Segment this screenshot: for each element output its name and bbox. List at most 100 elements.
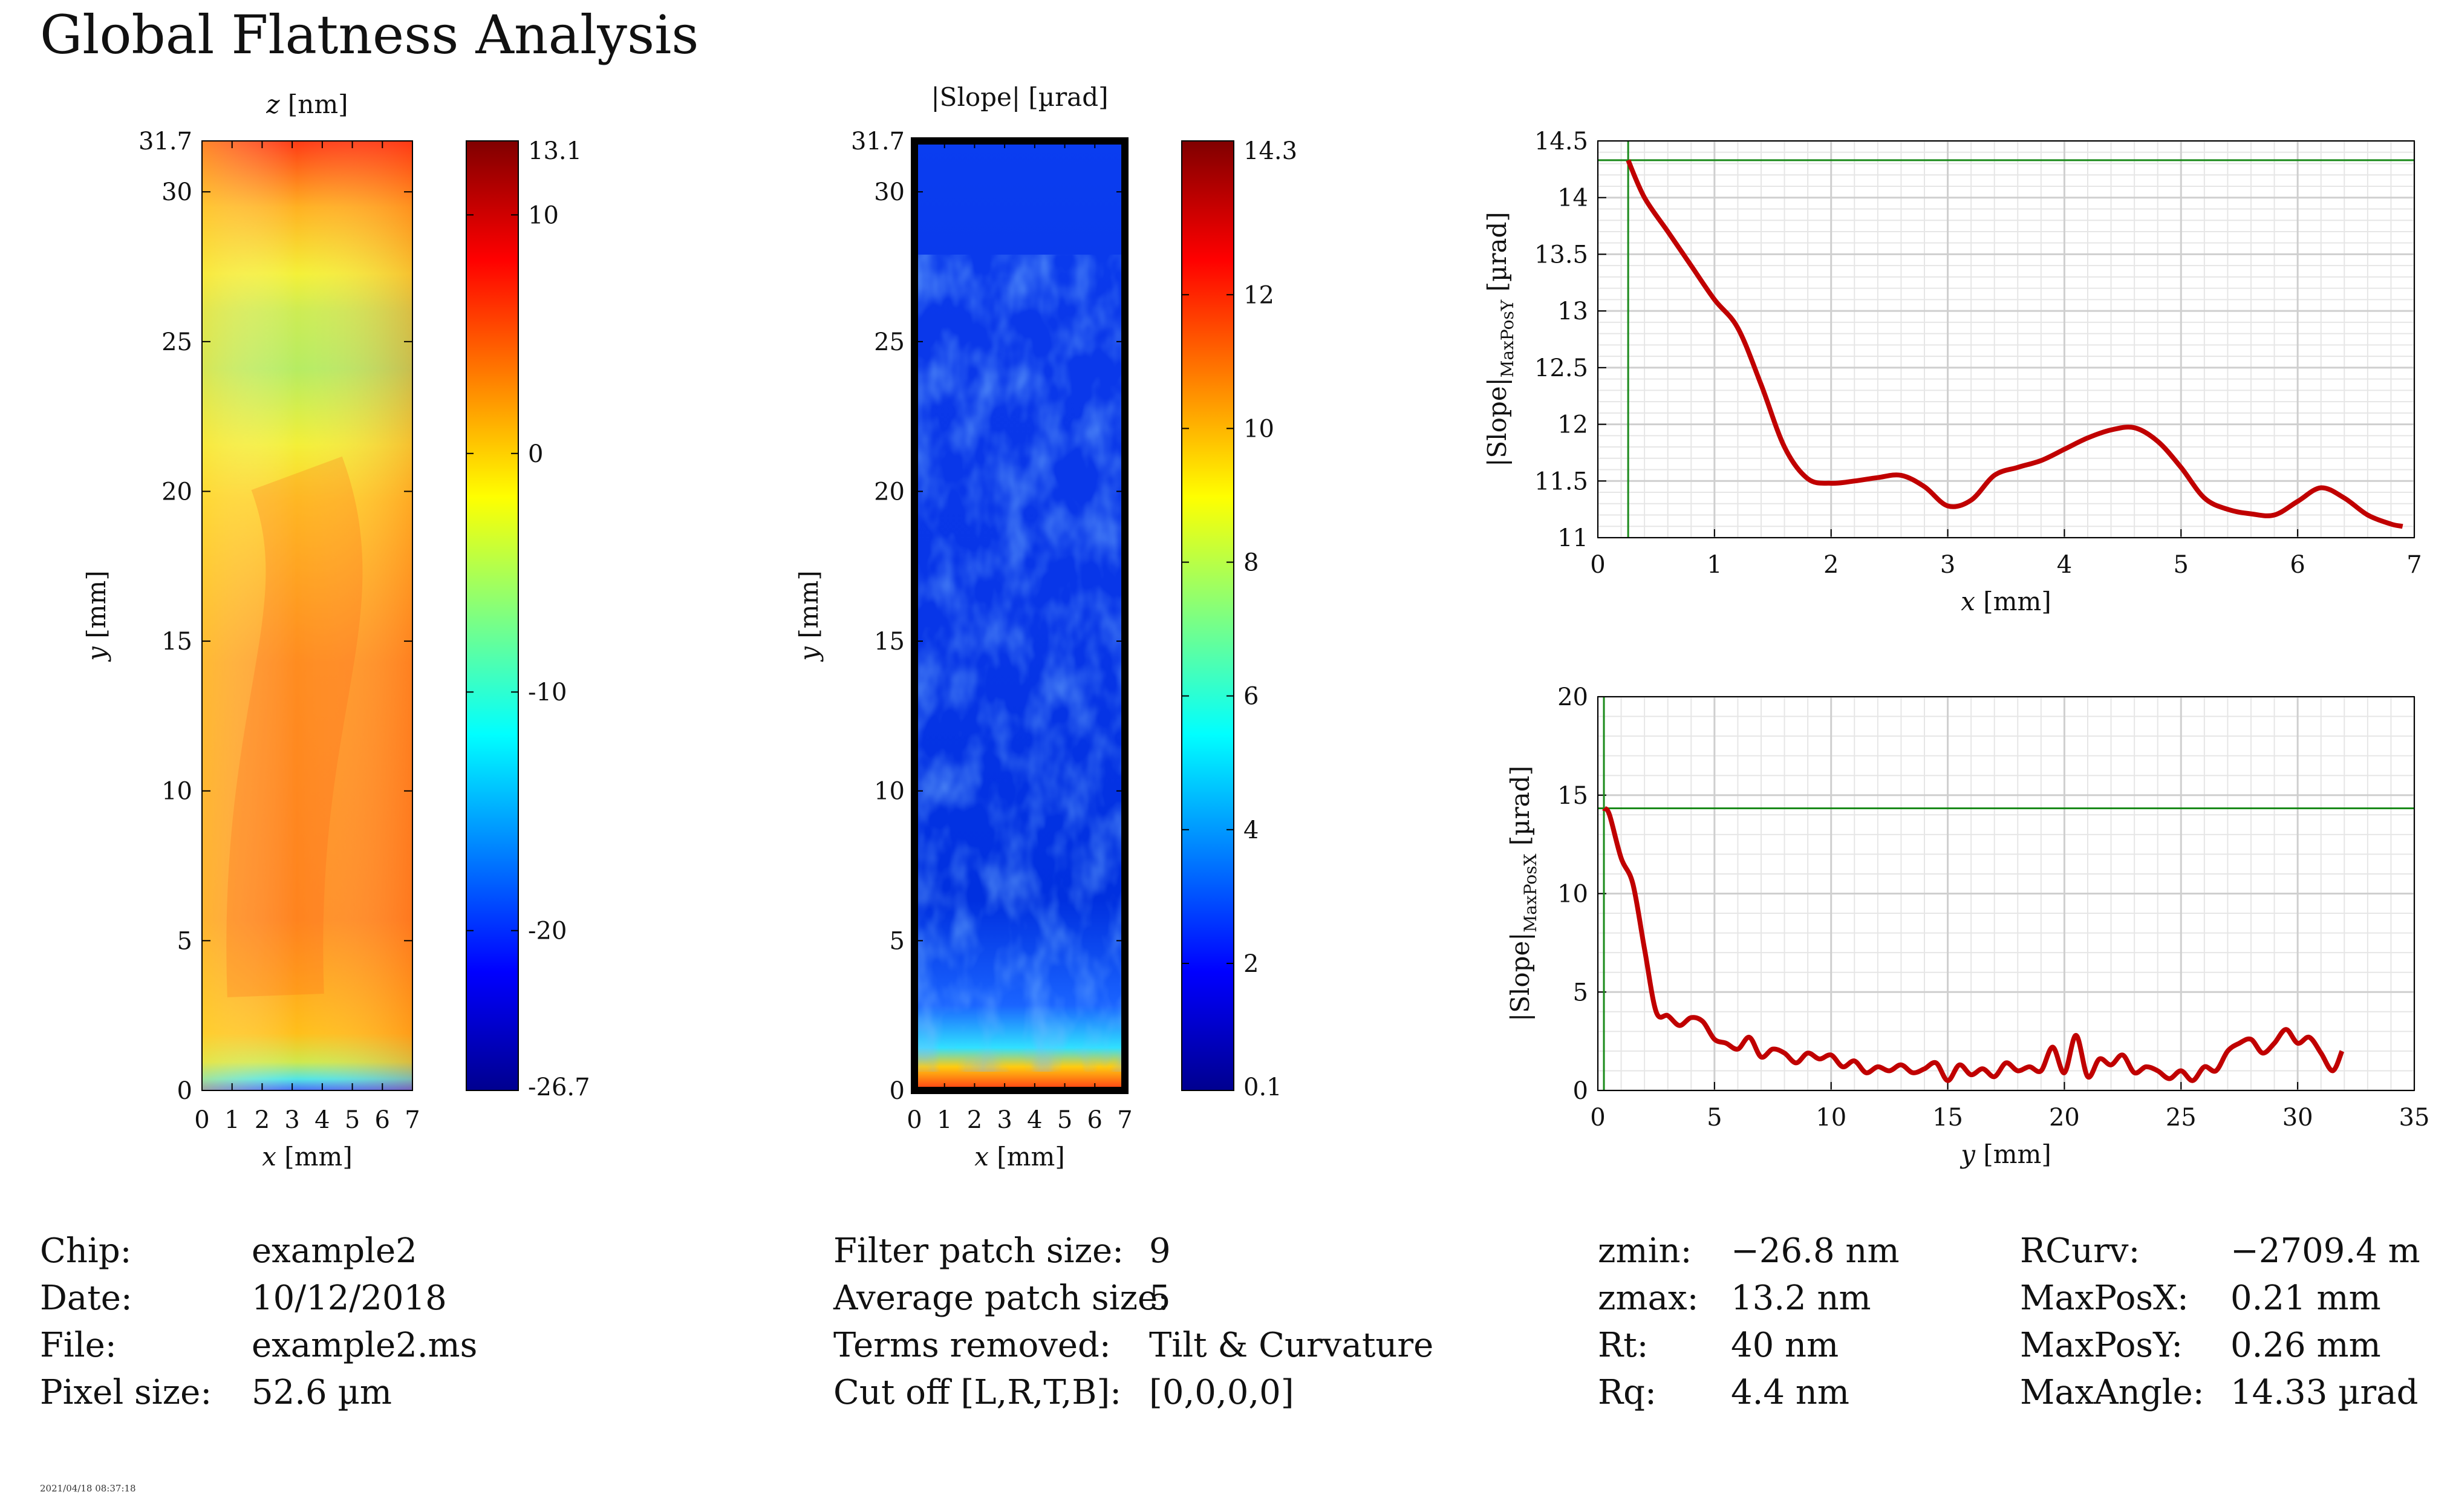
colorbar-tick-label: 8 — [1243, 549, 1259, 577]
info-row: Pixel size: 52.6 µm — [40, 1369, 477, 1416]
x-tick-label: 5 — [345, 1106, 360, 1134]
x-tick-label: 5 — [1707, 1104, 1722, 1132]
info-value: Tilt & Curvature — [1149, 1326, 1434, 1365]
y-tick-label: 11.5 — [1534, 468, 1588, 495]
x-tick-label: 1 — [937, 1106, 952, 1134]
info-label: Average patch size: — [833, 1279, 1170, 1318]
x-tick-label: 5 — [1057, 1106, 1072, 1134]
x-tick-label: 15 — [1932, 1104, 1963, 1132]
slope-profile-x-series-line — [1626, 159, 2403, 529]
height-map-frame — [201, 140, 413, 1091]
colorbar-tick-label: 4 — [1243, 816, 1259, 844]
x-tick-label: 7 — [405, 1106, 420, 1134]
slope-map-texture — [914, 255, 1125, 1072]
colorbar-min-label: -26.7 — [528, 1074, 590, 1101]
info-row: Date: 10/12/2018 — [40, 1275, 477, 1322]
info-block-chip: Chip: example2 Date: 10/12/2018 File: example… — [40, 1228, 477, 1416]
y-tick-label: 10 — [1557, 881, 1588, 908]
height-map-colorbar-frame — [466, 140, 519, 1091]
x-tick-label: 10 — [1816, 1104, 1846, 1132]
slope-profile-x-ylabel: |Slope|MaxPosY [µrad] — [1482, 212, 1517, 467]
y-tick-label: 15 — [1557, 782, 1588, 810]
x-tick-label: 1 — [1707, 551, 1722, 579]
y-tick-label: 20 — [1557, 683, 1588, 711]
x-tick-label: 2 — [967, 1106, 982, 1134]
slope-map-colorbar — [1182, 141, 1234, 1090]
y-tick-label: 5 — [177, 927, 192, 955]
colorbar-tick-label: 0 — [528, 440, 543, 468]
y-max-label: 31.7 — [851, 128, 905, 155]
slope-profile-y-panel: 0 5 10 15 20 25 30 35 0 5 10 15 20 y [mm] |Slope|MaxPo… — [1505, 683, 2429, 1169]
info-label: Cut off [L,R,T,B]: — [833, 1373, 1122, 1412]
slope-profile-y-frame — [1597, 696, 2415, 1091]
info-row: File: example2.ms — [40, 1322, 477, 1369]
colorbar-max-label: 13.1 — [528, 137, 582, 165]
y-tick-label: 25 — [874, 328, 905, 356]
x-tick-label: 20 — [2049, 1104, 2080, 1132]
info-label: Filter patch size: — [833, 1231, 1124, 1271]
y-tick-label: 0 — [1573, 1077, 1588, 1105]
slope-map-frame — [911, 137, 1129, 1094]
x-tick-label: 4 — [314, 1106, 330, 1134]
y-tick-label: 13 — [1557, 298, 1588, 325]
x-tick-label: 25 — [2166, 1104, 2197, 1132]
y-tick-label: 12 — [1557, 411, 1588, 439]
info-row: Cut off [L,R,T,B]: [0,0,0,0] — [833, 1369, 1433, 1416]
info-value: example2.ms — [252, 1326, 478, 1365]
info-value: 14.33 µrad — [2230, 1373, 2419, 1412]
colorbar-tick-label: -20 — [528, 917, 567, 945]
info-row: Rq: 4.4 nm — [1598, 1369, 1900, 1416]
x-tick-label: 6 — [2290, 551, 2305, 579]
info-label: File: — [40, 1326, 117, 1365]
height-map-xlabel: x [mm] — [262, 1142, 352, 1171]
info-row: MaxPosY: 0.26 mm — [2020, 1322, 2420, 1369]
slope-map-xlabel: x [mm] — [974, 1142, 1064, 1171]
y-tick-label: 5 — [1573, 979, 1588, 1006]
info-value: 10/12/2018 — [252, 1279, 447, 1318]
y-tick-label: 0 — [177, 1077, 192, 1105]
info-row: zmin: −26.8 nm — [1598, 1228, 1900, 1275]
colorbar-tick-label: 2 — [1243, 950, 1259, 978]
info-label: MaxAngle: — [2020, 1373, 2204, 1412]
info-value: example2 — [252, 1231, 417, 1271]
info-row: Rt: 40 nm — [1598, 1322, 1900, 1369]
info-row: Average patch size: 5 — [833, 1275, 1433, 1322]
height-map-shading — [202, 141, 412, 1090]
colorbar-min-label: 0.1 — [1243, 1074, 1282, 1101]
info-value: 4.4 nm — [1731, 1373, 1850, 1412]
info-value: 13.2 nm — [1731, 1279, 1871, 1318]
slope-map-colorbar-frame — [1181, 140, 1234, 1091]
y-tick-label: 12.5 — [1534, 354, 1588, 382]
x-tick-label: 30 — [2282, 1104, 2313, 1132]
info-label: Date: — [40, 1279, 132, 1318]
info-row: zmax: 13.2 nm — [1598, 1275, 1900, 1322]
y-tick-label: 20 — [161, 478, 192, 506]
info-label: Rq: — [1598, 1373, 1657, 1412]
info-label: Rt: — [1598, 1326, 1649, 1365]
info-row: RCurv: −2709.4 m — [2020, 1228, 2420, 1275]
info-row: MaxAngle: 14.33 µrad — [2020, 1369, 2420, 1416]
y-tick-label: 0 — [890, 1077, 905, 1105]
slope-profile-y-ylabel: |Slope|MaxPosX [µrad] — [1505, 766, 1540, 1022]
x-tick-label: 6 — [375, 1106, 390, 1134]
y-tick-label: 14 — [1557, 184, 1588, 212]
x-tick-label: 1 — [224, 1106, 239, 1134]
y-tick-label: 20 — [874, 478, 905, 506]
colorbar-tick-label: 6 — [1243, 683, 1259, 711]
y-tick-label: 13.5 — [1534, 241, 1588, 269]
info-label: zmin: — [1598, 1231, 1692, 1271]
y-max-label: 31.7 — [138, 128, 192, 155]
info-value: −2709.4 m — [2230, 1231, 2420, 1271]
height-map-ylabel: y [mm] — [82, 570, 111, 662]
info-block-height-stats: zmin: −26.8 nm zmax: 13.2 nm Rt: 40 nm Rq: 4.4 … — [1598, 1228, 1900, 1416]
x-tick-label: 3 — [284, 1106, 299, 1134]
info-value: 9 — [1149, 1231, 1171, 1271]
x-tick-label: 4 — [1027, 1106, 1042, 1134]
info-row: Filter patch size: 9 — [833, 1228, 1433, 1275]
x-tick-label: 7 — [1117, 1106, 1132, 1134]
info-value: −26.8 nm — [1731, 1231, 1900, 1271]
info-label: Pixel size: — [40, 1373, 212, 1412]
slope-profile-x-frame — [1597, 140, 2415, 538]
